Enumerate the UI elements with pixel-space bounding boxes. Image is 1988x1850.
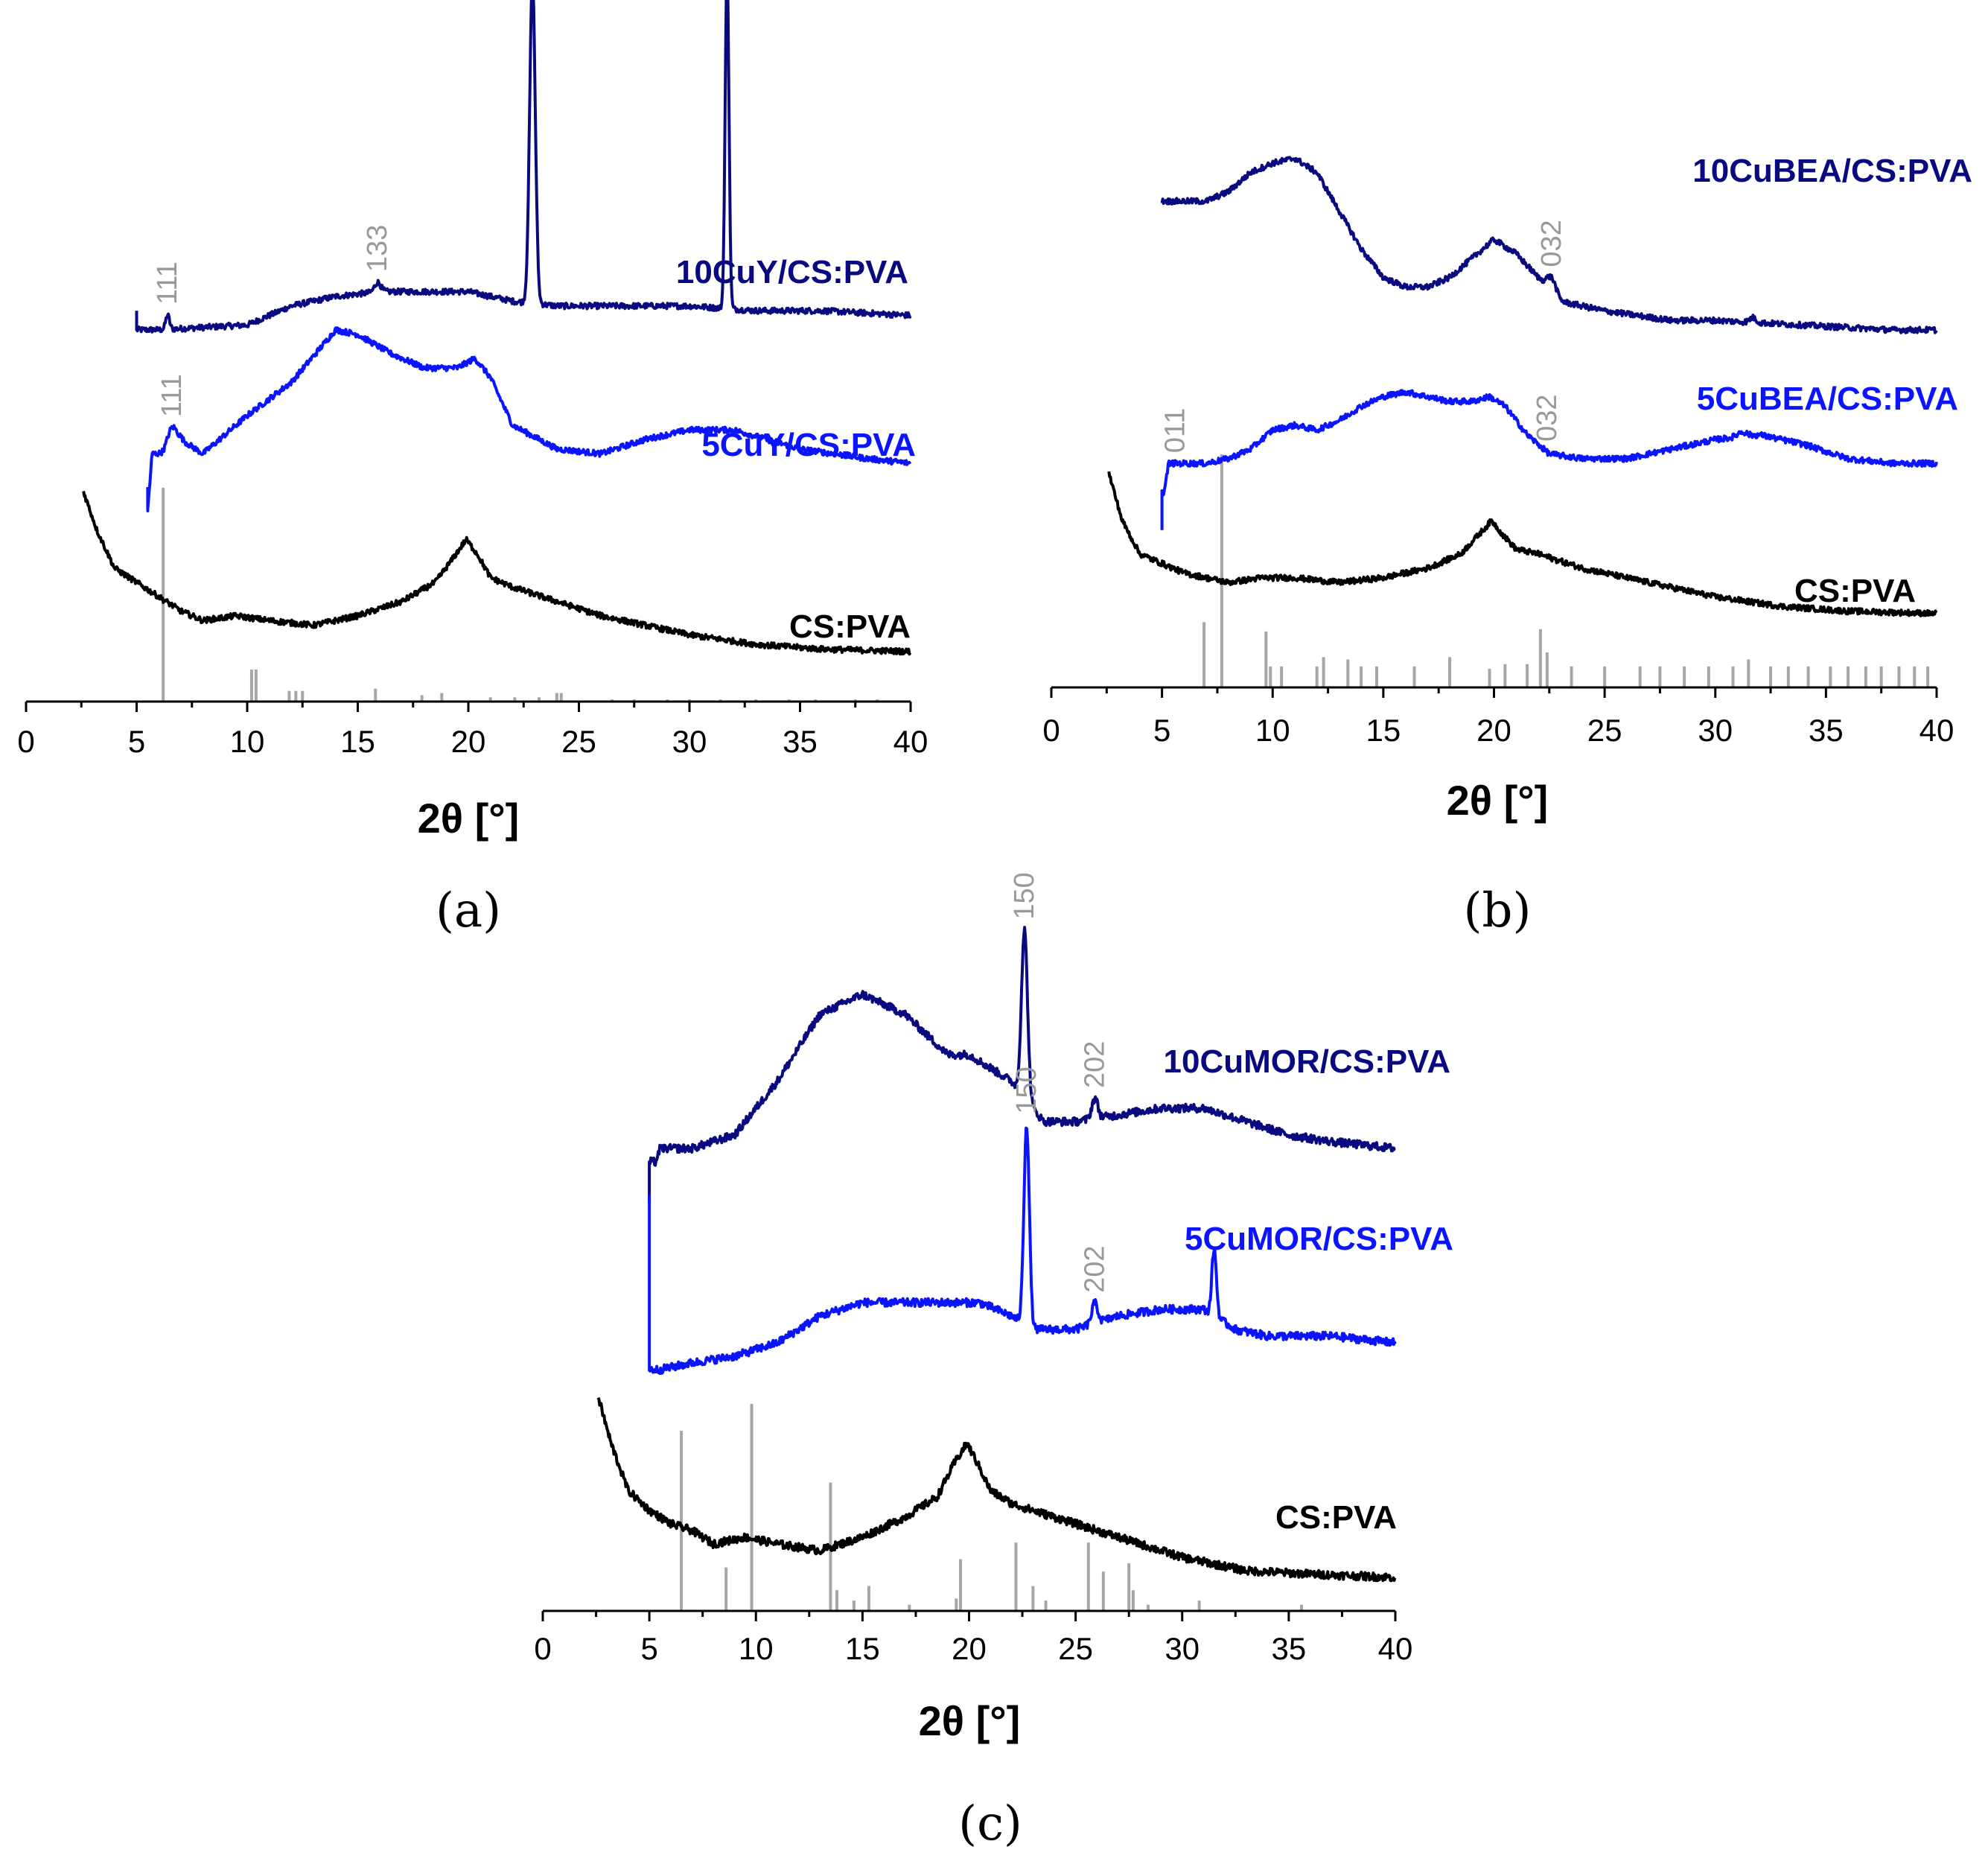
- trace-cs-pva: [596, 1396, 1397, 1583]
- x-tick-label: 35: [1272, 1631, 1307, 1666]
- x-axis-title: 2θ [°]: [919, 1697, 1021, 1744]
- series-label-cspva: CS:PVA: [1275, 1499, 1397, 1536]
- reflection-label: 032: [1536, 220, 1567, 267]
- x-tick-label: 10: [1255, 713, 1290, 748]
- x-tick-label: 30: [1165, 1631, 1200, 1666]
- series-label-5cumor: 5CuMOR/CS:PVA: [1185, 1221, 1453, 1257]
- x-tick-label: 25: [1587, 713, 1622, 748]
- x-tick-label: 35: [1809, 713, 1844, 748]
- x-tick-label: 15: [340, 724, 375, 759]
- reflection-label: 150: [1009, 872, 1040, 919]
- series-label-5cuy: 5CuY/CS:PVA: [701, 427, 916, 463]
- traces: [82, 0, 912, 656]
- trace-5cumor-cs-pva: [648, 1126, 1397, 1376]
- reflection-label: 133: [362, 225, 393, 272]
- x-tick-label: 10: [230, 724, 265, 759]
- reflection-label: 111: [152, 261, 183, 305]
- x-tick-label: 0: [17, 724, 34, 759]
- x-tick-label: 25: [561, 724, 596, 759]
- reference-pattern: [162, 488, 879, 702]
- reflection-label: 150: [1011, 1067, 1042, 1113]
- traces: [596, 926, 1397, 1583]
- x-tick-label: 40: [1919, 713, 1954, 748]
- reflection-labels: 032 011 032: [1159, 220, 1567, 453]
- reflection-label: 111: [156, 374, 188, 417]
- x-tick-label: 5: [640, 1631, 657, 1666]
- trace-cs-pva: [1107, 471, 1938, 617]
- series-label-10cuy: 10CuY/CS:PVA: [676, 254, 908, 290]
- x-axis-title: 2θ [°]: [1447, 777, 1549, 824]
- x-tick-label: 0: [1042, 713, 1060, 748]
- panel-label-a: (a): [436, 883, 501, 938]
- x-tick-label: 0: [534, 1631, 551, 1666]
- x-axis-title: 2θ [°]: [418, 795, 520, 842]
- x-tick-label: 15: [845, 1631, 880, 1666]
- series-label-cspva: CS:PVA: [1794, 573, 1916, 609]
- series-label-cspva: CS:PVA: [789, 608, 911, 645]
- trace-10cuy-cs-pva: [135, 0, 912, 334]
- trace-10cumor-cs-pva: [648, 926, 1396, 1202]
- series-label-10cubea: 10CuBEA/CS:PVA: [1692, 153, 1972, 189]
- x-axis-ticks: 0 5 10 15 20 25 30 35 40: [534, 1611, 1412, 1666]
- x-tick-label: 20: [451, 724, 486, 759]
- x-tick-label: 30: [1698, 713, 1733, 748]
- trace-cs-pva: [82, 491, 912, 656]
- reflection-labels: 150 202 150 202: [1009, 872, 1110, 1293]
- x-tick-label: 15: [1366, 713, 1401, 748]
- x-tick-label: 35: [783, 724, 818, 759]
- reflection-label: 202: [1079, 1245, 1110, 1292]
- series-label-5cubea: 5CuBEA/CS:PVA: [1697, 381, 1958, 417]
- trace-5cuy-cs-pva: [146, 326, 912, 512]
- reflection-label: 202: [1079, 1041, 1110, 1088]
- trace-5cubea-cs-pva: [1160, 389, 1938, 530]
- x-axis-ticks: 0 5 10 15 20 25 30 35 40: [17, 702, 928, 759]
- reflection-label: 011: [1159, 408, 1191, 454]
- x-tick-label: 25: [1058, 1631, 1093, 1666]
- panel-label-b: (b): [1464, 883, 1532, 938]
- x-tick-label: 30: [672, 724, 707, 759]
- series-label-10cumor: 10CuMOR/CS:PVA: [1164, 1043, 1450, 1080]
- panel-label-c: (c): [958, 1796, 1022, 1850]
- traces: [1107, 156, 1938, 617]
- x-tick-label: 20: [1476, 713, 1511, 748]
- x-tick-label: 5: [1153, 713, 1170, 748]
- x-tick-label: 20: [952, 1631, 987, 1666]
- x-tick-label: 40: [1378, 1631, 1413, 1666]
- reference-pattern: [680, 1404, 1304, 1611]
- reflection-labels: 111133335111: [152, 225, 393, 417]
- x-axis-ticks: 0 5 10 15 20 25 30 35 40: [1042, 687, 1954, 748]
- panel-b: 032 011 032 0 5 10 15 20 25 30 35 40 2θ [°] 10CuBE…: [1042, 153, 1972, 938]
- x-tick-label: 40: [893, 724, 928, 759]
- x-tick-label: 5: [128, 724, 145, 759]
- reflection-label: 032: [1532, 394, 1563, 441]
- panel-c: 150 202 150 202 0 5 10 15 20 25 30 35 40 2θ [°] 10C…: [534, 872, 1453, 1850]
- trace-10cubea-cs-pva: [1160, 156, 1938, 334]
- x-tick-label: 10: [739, 1631, 774, 1666]
- reference-pattern: [1202, 454, 1930, 687]
